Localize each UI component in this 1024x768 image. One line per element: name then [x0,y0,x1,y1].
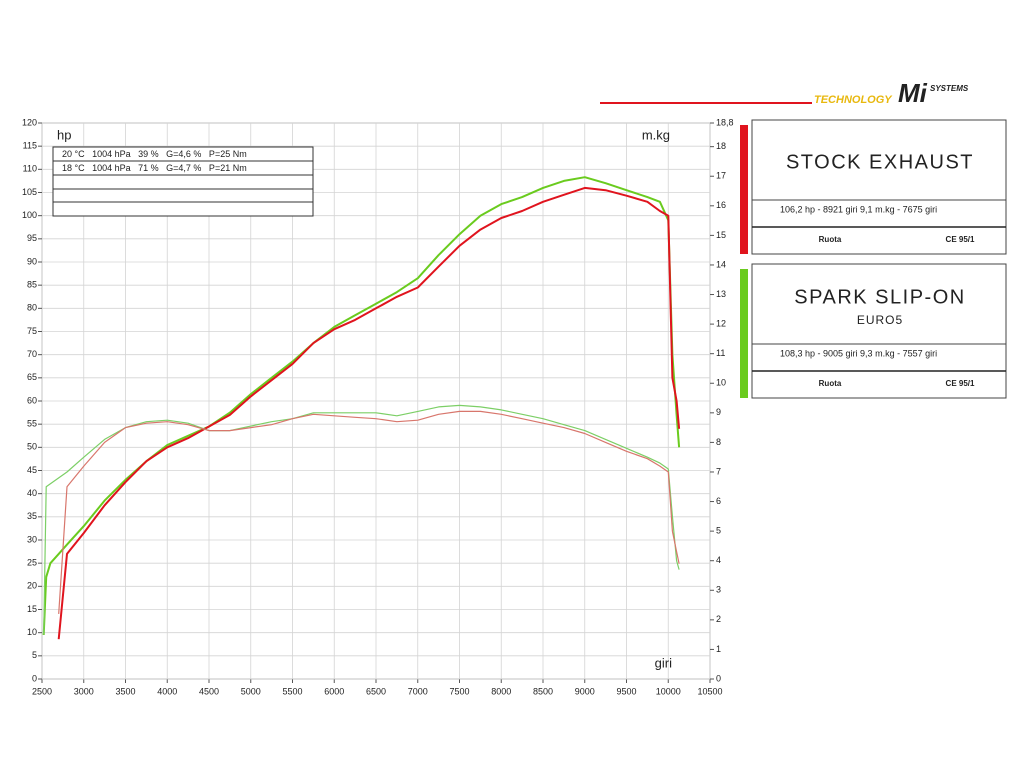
y2-tick-label: 5 [716,526,721,536]
logo-mark: Mi [898,78,928,108]
condition-row: 18 °C 1004 hPa 71 % G=4,7 % P=21 Nm [62,163,247,173]
panel-subtitle: EURO5 [857,313,903,327]
x-tick-label: 8500 [533,686,553,696]
x-tick-label: 10500 [697,686,722,696]
y2-tick-label: 12 [716,318,726,328]
y-tick-label: 70 [27,349,37,359]
y-tick-label: 105 [22,187,37,197]
y-tick-label: 20 [27,581,37,591]
x-tick-label: 6000 [324,686,344,696]
y-tick-label: 100 [22,210,37,220]
x-tick-label: 2500 [32,686,52,696]
y-axis-label: hp [57,127,71,142]
x-tick-label: 9000 [575,686,595,696]
y2-tick-label: 11 [716,348,725,358]
y2-tick-label: 18 [716,141,726,151]
legend-swatch [740,269,748,398]
x-axis-label: giri [655,655,672,670]
x-tick-label: 9500 [616,686,636,696]
y-tick-label: 55 [27,419,37,429]
y-tick-label: 30 [27,534,37,544]
y2-tick-label: 15 [716,230,726,240]
y2-tick-label: 4 [716,555,721,565]
y-tick-label: 95 [27,233,37,243]
y-tick-label: 115 [23,141,37,151]
x-tick-label: 6500 [366,686,386,696]
condition-row: 20 °C 1004 hPa 39 % G=4,6 % P=25 Nm [62,149,247,159]
y2-tick-label: 6 [716,496,721,506]
x-tick-label: 5000 [241,686,261,696]
y-tick-label: 65 [27,372,37,382]
data-line [43,404,680,635]
y-tick-label: 120 [22,117,37,127]
panel-footer: CE 95/1 [946,235,975,244]
x-tick-label: 7000 [408,686,428,696]
x-tick-label: 4000 [157,686,177,696]
panel-footer: CE 95/1 [946,379,975,388]
y-tick-label: 75 [27,326,37,336]
panel-stats: 108,3 hp - 9005 giri 9,3 m.kg - 7557 gir… [780,348,937,358]
y-tick-label: 80 [27,303,37,313]
y-tick-label: 45 [27,465,37,475]
conditions-table: 20 °C 1004 hPa 39 % G=4,6 % P=25 Nm 18 °… [52,146,314,217]
y-tick-label: 90 [27,256,37,266]
legend-label: STOCK EXHAUST [786,151,974,173]
y2-tick-label: 7 [716,466,721,476]
data-line [58,410,680,614]
y2-tick-label: 14 [716,259,726,269]
data-line [42,176,681,636]
y2-tick-label: 1 [716,644,721,654]
y2-axis-label: m.kg [642,127,670,142]
legend-swatch [740,125,748,254]
y2-tick-label: 13 [716,289,726,299]
y2-tick-label: 9 [716,407,721,417]
y2-tick-label: 18,8 [716,117,734,127]
panel-footer: Ruota [819,235,842,244]
logo-brand: SYSTEMS [930,84,969,93]
panel-stats: 106,2 hp - 8921 giri 9,1 m.kg - 7675 gir… [780,204,937,214]
y-tick-label: 60 [27,395,37,405]
y2-tick-label: 10 [716,378,726,388]
logo-text: TECHNOLOGY [814,94,893,106]
x-tick-label: 7500 [449,686,469,696]
panel-frame [751,263,1007,399]
y-tick-label: 110 [23,164,37,174]
y-tick-label: 25 [27,558,37,568]
panel-footer: Ruota [819,379,842,388]
panel-frame [751,119,1007,255]
x-tick-label: 4500 [199,686,219,696]
data-line [57,186,681,640]
y2-tick-label: 8 [716,437,721,447]
x-tick-label: 5500 [282,686,302,696]
table-frame [52,146,314,217]
y2-tick-label: 3 [716,585,721,595]
y-tick-label: 40 [27,488,37,498]
y2-tick-label: 0 [716,673,721,683]
x-tick-label: 3500 [115,686,135,696]
y-tick-label: 35 [27,511,37,521]
legend-label: SPARK SLIP-ON [794,286,965,308]
y-tick-label: 10 [27,627,37,637]
y-tick-label: 15 [27,604,37,614]
x-tick-label: 3000 [74,686,94,696]
x-tick-label: 10000 [656,686,681,696]
y2-tick-label: 17 [716,171,726,181]
y2-tick-label: 2 [716,614,721,624]
y2-tick-label: 16 [716,200,726,210]
legend-panels: STOCK EXHAUST 106,2 hp - 8921 giri 9,1 m.… [740,119,1007,399]
y-tick-label: 85 [27,280,37,290]
x-tick-label: 8000 [491,686,511,696]
y-tick-label: 0 [32,673,37,683]
y-tick-label: 50 [27,442,37,452]
y-tick-label: 5 [32,650,37,660]
